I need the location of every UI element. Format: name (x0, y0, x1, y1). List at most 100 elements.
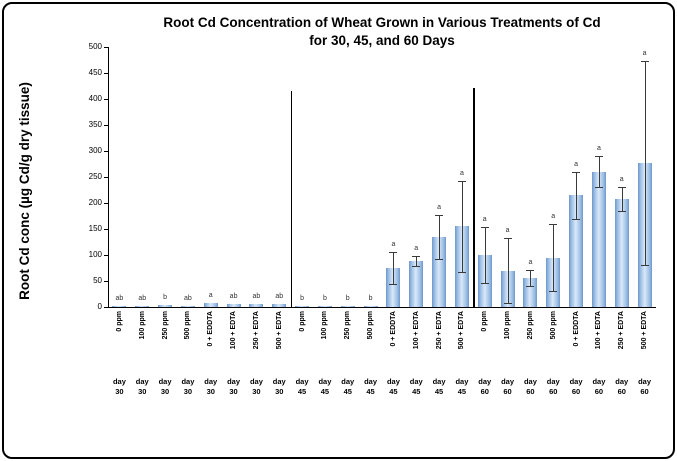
error-bar-line (621, 186, 623, 211)
day-word: day (318, 377, 332, 386)
x-axis-day-label: day 30 (108, 377, 131, 397)
significance-letter: a (596, 145, 601, 153)
x-axis-treatment-label: 250 + EDTA (245, 311, 268, 373)
day-number: 45 (297, 387, 307, 397)
error-bar-cap-top (480, 226, 489, 228)
x-axis-treatment-label: 500 ppm (177, 311, 200, 373)
day-number: 30 (252, 387, 261, 397)
significance-letter: a (505, 226, 510, 234)
x-axis-treatment-label: 250 ppm (154, 311, 177, 373)
y-axis-line (108, 47, 109, 308)
significance-letter: a (574, 160, 579, 168)
error-bar-cap-bottom (457, 272, 466, 274)
significance-letter: a (619, 175, 624, 183)
day-number: 30 (160, 387, 170, 397)
bar (112, 305, 127, 307)
x-axis-day-label: day 30 (177, 377, 200, 397)
day-word: day (204, 377, 218, 386)
x-axis-treatment-text: 0 ppm (298, 311, 306, 332)
bar (203, 302, 218, 307)
x-axis-day-label: day 45 (428, 377, 451, 397)
significance-letter: b (345, 294, 350, 302)
error-bar-cap-top (412, 256, 421, 258)
x-axis-day-label: day 45 (314, 377, 337, 397)
bar (591, 171, 606, 307)
error-bar-cap-bottom (549, 291, 558, 293)
day-word: day (181, 377, 195, 386)
error-bar-cap-bottom (572, 218, 581, 220)
day-word: day (135, 377, 149, 386)
y-tick-mark (104, 151, 108, 152)
x-axis-treatment-label: 100 + EDTA (405, 311, 428, 373)
day-word: day (409, 377, 423, 386)
x-axis-treatment-label: 100 + EDTA (222, 311, 245, 373)
error-bar-cap-bottom (617, 210, 626, 212)
x-axis-day-label: day 45 (291, 377, 314, 397)
day-word: day (364, 377, 378, 386)
y-tick-label: 0 (97, 302, 102, 311)
day-number: 45 (412, 387, 421, 397)
day-number: 60 (549, 387, 558, 397)
x-axis-treatment-text: 0 + EDDTA (572, 311, 580, 347)
x-axis-day-label: day 30 (154, 377, 177, 397)
significance-letter: ab (184, 294, 192, 302)
significance-letter: b (163, 293, 168, 301)
x-axis-treatment-text: 500 + EDTA (641, 311, 649, 350)
x-axis-treatment-label: 500 + EDTA (633, 311, 656, 373)
x-axis-treatment-text: 250 + EDTA (252, 311, 260, 350)
x-axis-treatment-label: 0 ppm (108, 311, 131, 373)
significance-letter: ab (229, 293, 238, 301)
day-number: 45 (366, 387, 375, 397)
day-word: day (615, 377, 629, 386)
x-axis-treatment-text: 100 + EDTA (595, 311, 603, 350)
y-tick-label: 350 (88, 120, 102, 129)
significance-letter: ab (115, 294, 124, 302)
day-word: day (478, 377, 492, 386)
x-axis-day-label: day 45 (451, 377, 474, 397)
y-tick-label: 250 (88, 172, 102, 181)
x-axis-treatment-label: 500 ppm (359, 311, 382, 373)
error-bar-line (484, 226, 486, 284)
day-number: 45 (343, 387, 352, 397)
x-axis-day-label: day 60 (519, 377, 542, 397)
significance-letter: b (368, 294, 373, 302)
x-axis-treatment-text: 500 ppm (367, 311, 375, 340)
significance-letter: b (322, 294, 327, 302)
bar (295, 305, 310, 307)
y-axis-title: Root Cd conc (µg Cd/g dry tissue) (17, 82, 32, 300)
bar (386, 268, 401, 307)
x-axis-day-label: day 30 (268, 377, 291, 397)
day-word: day (112, 377, 126, 386)
error-bar-line (393, 252, 395, 284)
significance-letter: a (551, 212, 556, 220)
y-tick-mark (104, 125, 108, 126)
bar (363, 305, 378, 307)
x-axis-day-label: day 60 (565, 377, 588, 397)
x-axis-day-label: day 60 (542, 377, 565, 397)
x-axis-treatment-text: 100 ppm (504, 311, 512, 340)
day-word: day (386, 377, 400, 386)
day-number: 60 (640, 387, 649, 397)
bar (249, 304, 264, 307)
error-bar-cap-bottom (594, 187, 603, 189)
x-axis-treatment-label: 500 + EDTA (451, 311, 474, 373)
chart-title-line2: for 30, 45, and 60 Days (309, 32, 455, 48)
significance-letter: a (642, 50, 647, 58)
y-tick-mark (104, 73, 108, 74)
x-axis-treatment-text: 500 + EDTA (275, 311, 283, 350)
day-word: day (569, 377, 583, 386)
error-bar-line (598, 156, 600, 188)
x-axis-treatment-label: 100 ppm (131, 311, 154, 373)
error-bar-cap-bottom (526, 285, 535, 287)
error-bar-cap-top (435, 214, 444, 216)
significance-letter: b (300, 294, 305, 302)
y-tick-label: 150 (88, 224, 102, 233)
error-bar-line (416, 256, 418, 267)
day-number: 30 (275, 387, 284, 397)
chart-title-line1: Root Cd Concentration of Wheat Grown in … (163, 15, 601, 30)
x-axis-treatment-label: 0 ppm (291, 311, 314, 373)
y-tick-label: 400 (88, 94, 102, 103)
significance-letter: a (437, 203, 442, 211)
y-tick-mark (104, 177, 108, 178)
